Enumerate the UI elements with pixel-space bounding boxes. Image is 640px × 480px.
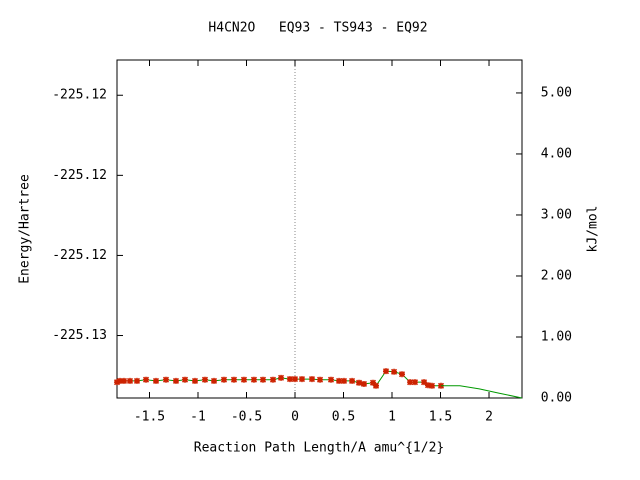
data-point xyxy=(298,376,306,383)
data-point xyxy=(348,377,356,384)
data-point xyxy=(335,377,343,384)
data-point xyxy=(162,376,170,383)
series-line xyxy=(441,385,523,399)
y2-tick-label: 4.00 xyxy=(541,146,572,161)
data-point xyxy=(398,371,406,378)
data-point xyxy=(277,374,285,381)
data-point xyxy=(286,376,294,383)
data-point xyxy=(259,376,267,383)
data-point xyxy=(240,376,248,383)
data-point xyxy=(411,379,419,386)
data-point xyxy=(191,377,199,384)
data-point xyxy=(210,377,218,384)
data-point xyxy=(120,377,128,384)
x-tick-label: 1.5 xyxy=(429,410,452,425)
data-point xyxy=(291,376,299,383)
data-point xyxy=(420,379,428,386)
data-point xyxy=(369,379,377,386)
data-point xyxy=(220,376,228,383)
data-point xyxy=(316,376,324,383)
y-tick-label: -225.12 xyxy=(52,248,107,263)
data-point xyxy=(424,382,432,389)
data-point xyxy=(181,376,189,383)
data-point xyxy=(230,376,238,383)
data-point xyxy=(269,376,277,383)
x-tick-label: -1.5 xyxy=(134,410,165,425)
x-tick-label: 1 xyxy=(388,410,396,425)
y2-tick-label: 0.00 xyxy=(541,391,572,406)
data-point xyxy=(308,376,316,383)
y2-tick-label: 1.00 xyxy=(541,329,572,344)
y2-tick-label: 3.00 xyxy=(541,207,572,222)
data-point xyxy=(360,380,368,388)
x-tick-label: 0 xyxy=(291,410,299,425)
plot-frame xyxy=(116,59,523,399)
data-point xyxy=(126,377,134,384)
data-point xyxy=(390,368,398,375)
data-point xyxy=(201,376,209,383)
data-point xyxy=(133,377,141,384)
y2-tick-label: 2.00 xyxy=(541,268,572,283)
data-point xyxy=(142,376,150,383)
chart-title: H4CN2O EQ93 - TS943 - EQ92 xyxy=(208,21,427,36)
data-point xyxy=(382,368,390,375)
data-point xyxy=(250,376,258,383)
data-point xyxy=(116,377,124,384)
x-tick-label: -1 xyxy=(190,410,206,425)
data-point xyxy=(428,382,436,389)
data-point xyxy=(372,382,380,389)
x-tick-label: 0.5 xyxy=(332,410,355,425)
data-point xyxy=(406,379,414,386)
y-axis-label: Energy/Hartree xyxy=(18,174,33,284)
y-tick-label: -225.12 xyxy=(52,168,107,183)
data-point xyxy=(327,376,335,383)
x-axis-label: Reaction Path Length/A amu^{1/2} xyxy=(194,441,444,456)
data-point xyxy=(172,377,180,384)
x-tick-label: -0.5 xyxy=(231,410,262,425)
y-tick-label: -225.12 xyxy=(52,88,107,103)
y2-tick-label: 5.00 xyxy=(541,85,572,100)
y-tick-label: -225.13 xyxy=(52,328,107,343)
y2-axis-label: kJ/mol xyxy=(586,206,601,253)
x-tick-label: 2 xyxy=(485,410,493,425)
data-point xyxy=(113,379,121,386)
data-point xyxy=(355,379,363,386)
data-point xyxy=(152,377,160,384)
data-point xyxy=(340,377,348,384)
